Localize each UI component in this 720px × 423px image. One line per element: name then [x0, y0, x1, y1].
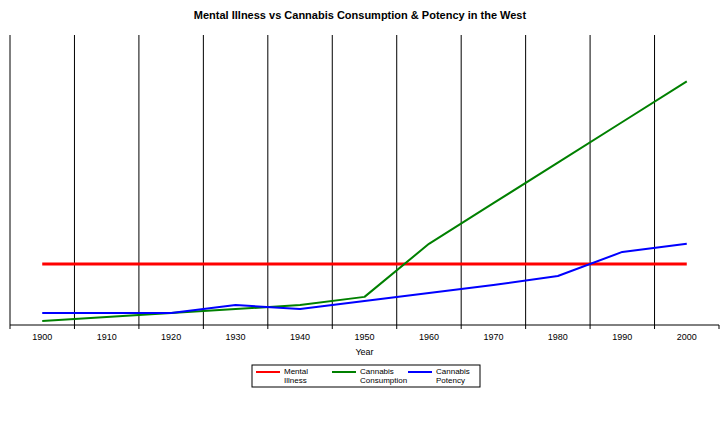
- grid-line: [590, 35, 591, 325]
- grid-line: [267, 35, 268, 325]
- grid-line: [332, 35, 333, 325]
- title: Mental Illness vs Cannabis Consumption &…: [194, 9, 527, 21]
- x-tick: [10, 325, 11, 329]
- x-tick-label: 1980: [548, 332, 568, 342]
- x-tick-label: 1940: [290, 332, 310, 342]
- series-line: [42, 81, 687, 321]
- x-tick-label: 1960: [419, 332, 439, 342]
- x-tick-label: 1930: [226, 332, 246, 342]
- grid-line: [654, 35, 655, 325]
- x-tick: [203, 325, 204, 329]
- legend-swatch: [256, 371, 280, 373]
- legend-label: CannabisPotency: [436, 367, 470, 385]
- series-line: [42, 244, 687, 313]
- x-tick-label: 1920: [161, 332, 181, 342]
- x-tick: [396, 325, 397, 329]
- x-tick: [654, 325, 655, 329]
- x-tick-label: 2000: [677, 332, 697, 342]
- chart: Mental Illness vs Cannabis Consumption &…: [0, 0, 720, 423]
- legend-label: CannabisConsumption: [360, 367, 407, 385]
- legend-swatch: [332, 371, 356, 373]
- x-tick: [74, 325, 75, 329]
- legend-label: MentalIllness: [284, 367, 308, 385]
- x-tick: [332, 325, 333, 329]
- grid-line: [461, 35, 462, 325]
- x-tick-label: 1910: [97, 332, 117, 342]
- x-tick: [525, 325, 526, 329]
- legend-box: [252, 365, 480, 387]
- plot-area: [42, 81, 687, 321]
- x-tick: [590, 325, 591, 329]
- x-tick: [461, 325, 462, 329]
- x-tick-label: 1970: [483, 332, 503, 342]
- x-tick-label: 1990: [612, 332, 632, 342]
- legend-swatch: [408, 371, 432, 373]
- grid-line: [396, 35, 397, 325]
- x-tick-label: 1900: [32, 332, 52, 342]
- x-tick: [138, 325, 139, 329]
- grid-line: [203, 35, 204, 325]
- y-axis-line: [10, 35, 11, 325]
- legend: MentalIllness CannabisConsumption Cannabis…: [252, 365, 480, 387]
- x-tick-label: 1950: [354, 332, 374, 342]
- x-axis-line: [10, 325, 719, 326]
- x-tick: [267, 325, 268, 329]
- x-tick: [719, 325, 720, 329]
- x-axis-label: Year: [355, 347, 373, 357]
- chart-container: Mental Illness vs Cannabis Consumption &…: [0, 0, 720, 423]
- grid-line: [138, 35, 139, 325]
- grid-line: [74, 35, 75, 325]
